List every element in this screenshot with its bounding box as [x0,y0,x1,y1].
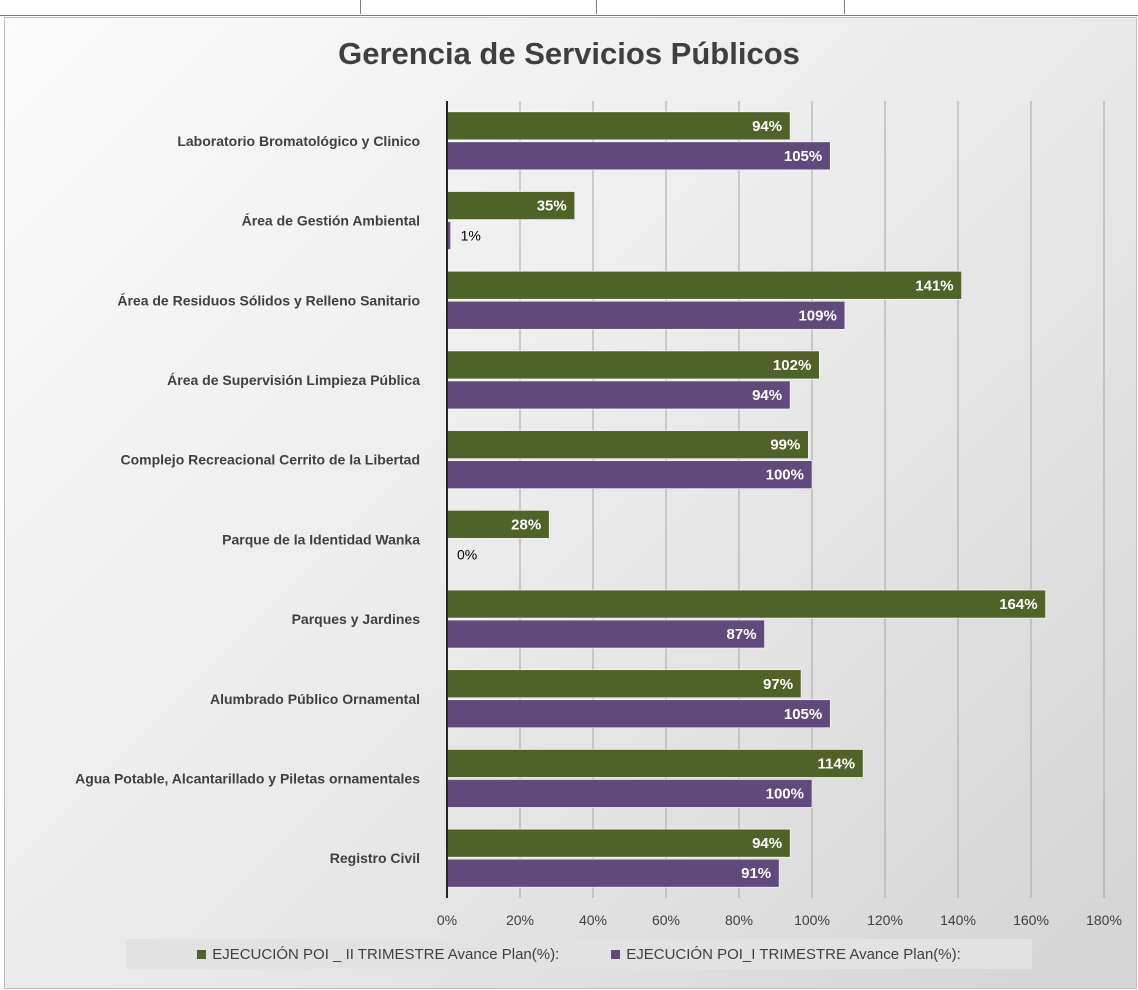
bar-ii-trimestre [446,191,576,220]
legend-item: EJECUCIÓN POI_I TRIMESTRE Avance Plan(%)… [611,946,961,963]
category-label: Área de Supervisión Limpieza Pública [167,372,420,388]
category-label: Complejo Recreacional Cerrito de la Libe… [120,452,420,468]
x-tick-label: 20% [506,912,534,928]
spreadsheet-cell [360,0,597,14]
bar-ii-trimestre [446,510,550,539]
data-label: 114% [818,755,856,772]
category-label: Parques y Jardines [292,611,421,627]
data-label: 109% [798,307,836,324]
data-label: 94% [752,835,782,852]
data-label: 97% [763,676,793,693]
data-label: 100% [766,467,804,484]
x-tick-label: 160% [1013,912,1049,928]
bar-i-trimestre [446,858,780,888]
category-label: Parque de la Identidad Wanka [222,531,420,547]
bar-ii-trimestre [446,430,809,459]
data-label: 105% [784,706,822,723]
data-label: 94% [752,118,782,135]
bar-i-trimestre [446,699,831,729]
data-label: 164% [999,596,1037,613]
bar-i-trimestre [446,300,846,330]
x-tick-label: 120% [867,912,903,928]
x-tick-label: 80% [725,912,753,928]
data-label: 35% [537,198,567,215]
category-label: Área de Residuos Sólidos y Relleno Sanit… [117,292,420,308]
legend-label: EJECUCIÓN POI _ II TRIMESTRE Avance Plan… [212,945,560,963]
spreadsheet-cell [596,0,845,14]
legend-label: EJECUCIÓN POI_I TRIMESTRE Avance Plan(%)… [626,945,961,963]
category-label: Laboratorio Bromatológico y Clinico [177,133,420,149]
data-label: 0% [457,546,477,562]
data-label: 100% [766,785,804,802]
data-label: 99% [770,437,800,454]
data-label: 28% [511,516,541,533]
bar-ii-trimestre [446,589,1046,619]
spreadsheet-top-strip [0,0,1138,16]
legend-item: EJECUCIÓN POI _ II TRIMESTRE Avance Plan… [197,946,559,963]
bar-ii-trimestre [446,828,791,858]
bar-ii-trimestre [446,111,791,141]
chart-area[interactable] [4,17,1137,989]
x-tick-label: 180% [1086,912,1122,928]
x-tick-label: 100% [794,912,830,928]
chart-title: Gerencia de Servicios Públicos [338,36,800,71]
bar-i-trimestre [446,380,791,410]
bar-i-trimestre [446,779,813,808]
legend-swatch [197,949,207,959]
category-label: Alumbrado Público Ornamental [210,691,420,707]
legend-swatch [611,949,621,959]
bar-ii-trimestre [446,350,820,380]
bar-ii-trimestre [446,270,962,300]
bar-i-trimestre [446,460,813,489]
data-label: 87% [727,626,757,643]
data-label: 105% [784,148,822,165]
category-label: Registro Civil [330,850,420,866]
data-label: 1% [461,228,481,244]
bar-ii-trimestre [446,749,864,778]
data-label: 91% [741,865,771,882]
bar-i-trimestre [446,619,765,649]
data-label: 94% [752,387,782,404]
x-tick-label: 0% [437,912,457,928]
bar-i-trimestre [446,141,831,171]
bar-ii-trimestre [446,669,802,699]
chart-legend: EJECUCIÓN POI _ II TRIMESTRE Avance Plan… [126,939,1032,969]
x-tick-label: 140% [940,912,976,928]
x-tick-label: 40% [579,912,607,928]
data-label: 141% [915,277,953,294]
spreadsheet-cell [844,0,846,14]
category-label: Agua Potable, Alcantarillado y Piletas o… [75,770,420,786]
data-label: 102% [773,357,811,374]
category-label: Área de Gestión Ambiental [242,213,420,229]
x-tick-label: 60% [652,912,680,928]
